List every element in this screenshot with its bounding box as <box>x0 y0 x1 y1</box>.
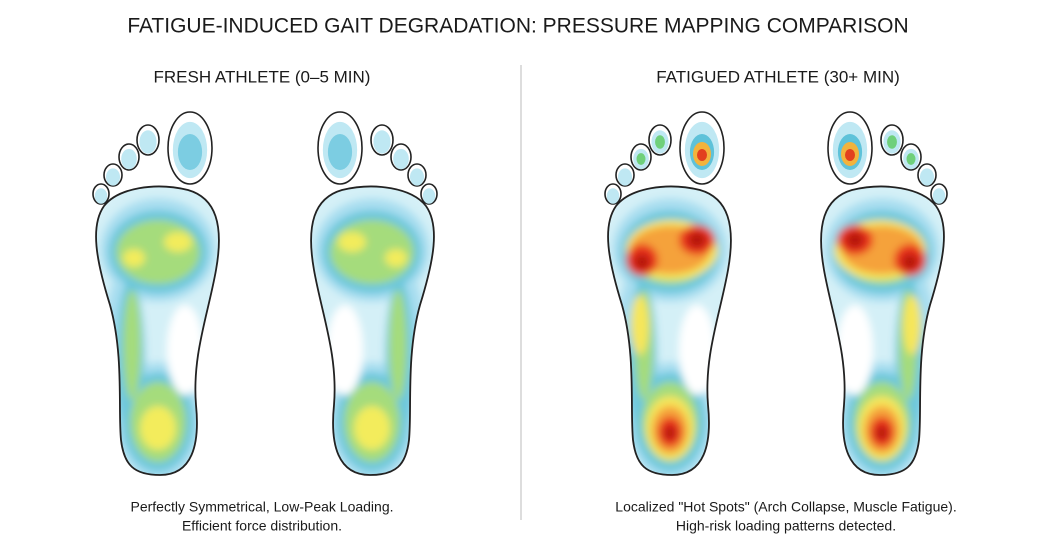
sole-outline <box>607 185 732 476</box>
pressure-zone <box>327 134 353 170</box>
panel-heading: FRESH ATHLETE (0–5 MIN) <box>154 67 371 86</box>
caption: High-risk loading patterns detected. <box>676 518 896 534</box>
heat-layers <box>821 186 944 476</box>
foot <box>310 111 438 476</box>
pressure-zone <box>121 148 137 170</box>
pressure-zone <box>631 295 649 355</box>
title: FATIGUE-INDUCED GAIT DEGRADATION: PRESSU… <box>127 15 908 38</box>
heat-layers <box>311 186 434 476</box>
pressure-zone <box>876 426 888 440</box>
pressure-zone <box>932 188 946 204</box>
pressure-zone <box>123 290 141 400</box>
pressure-zone <box>688 232 706 248</box>
pressure-zone <box>389 290 407 400</box>
pressure-zone <box>327 305 363 395</box>
pressure-zone <box>846 232 864 248</box>
pressure-zone <box>902 254 918 270</box>
heat-layers <box>96 186 219 476</box>
sole-outline <box>310 185 435 476</box>
pressure-zone <box>903 295 921 355</box>
pressure-zone <box>617 168 633 186</box>
pressure-zone <box>887 135 897 149</box>
pressure-zone <box>167 305 203 395</box>
pressure-zone <box>422 188 436 204</box>
heatmap <box>311 186 434 476</box>
foot <box>820 111 948 476</box>
pressure-zone <box>94 188 108 204</box>
pressure-zone <box>177 134 203 170</box>
foot <box>604 111 732 476</box>
caption: Efficient force distribution. <box>182 518 342 534</box>
pressure-zone <box>373 130 391 154</box>
heatmap <box>821 186 944 476</box>
panel-heading: FATIGUED ATHLETE (30+ MIN) <box>656 67 900 86</box>
pressure-zone <box>906 153 916 165</box>
pressure-zone <box>140 406 176 450</box>
pressure-zone <box>655 135 665 149</box>
caption: Localized "Hot Spots" (Arch Collapse, Mu… <box>615 499 956 515</box>
pressure-zone <box>354 406 390 450</box>
heatmap <box>608 186 731 476</box>
pressure-zone <box>636 153 646 165</box>
pressure-zone <box>409 168 425 186</box>
foot <box>92 111 220 476</box>
pressure-zone <box>139 130 157 154</box>
pressure-zone <box>338 232 366 252</box>
pressure-zone <box>837 305 873 395</box>
pressure-zone <box>393 148 409 170</box>
pressure-zone <box>845 149 855 161</box>
sole-outline <box>820 185 945 476</box>
pressure-zone <box>164 232 192 252</box>
sole-outline <box>95 185 220 476</box>
pressure-zone <box>679 305 715 395</box>
heat-layers <box>608 186 731 476</box>
caption: Perfectly Symmetrical, Low-Peak Loading. <box>131 499 394 515</box>
pressure-zone <box>919 168 935 186</box>
pressure-zone <box>606 188 620 204</box>
pressure-zone <box>105 168 121 186</box>
pressure-zone <box>123 249 145 267</box>
pressure-zone <box>697 149 707 161</box>
pressure-zone <box>664 426 676 440</box>
pressure-zone <box>634 254 650 270</box>
footprints <box>92 111 948 476</box>
pressure-zone <box>385 249 407 267</box>
heatmap <box>96 186 219 476</box>
